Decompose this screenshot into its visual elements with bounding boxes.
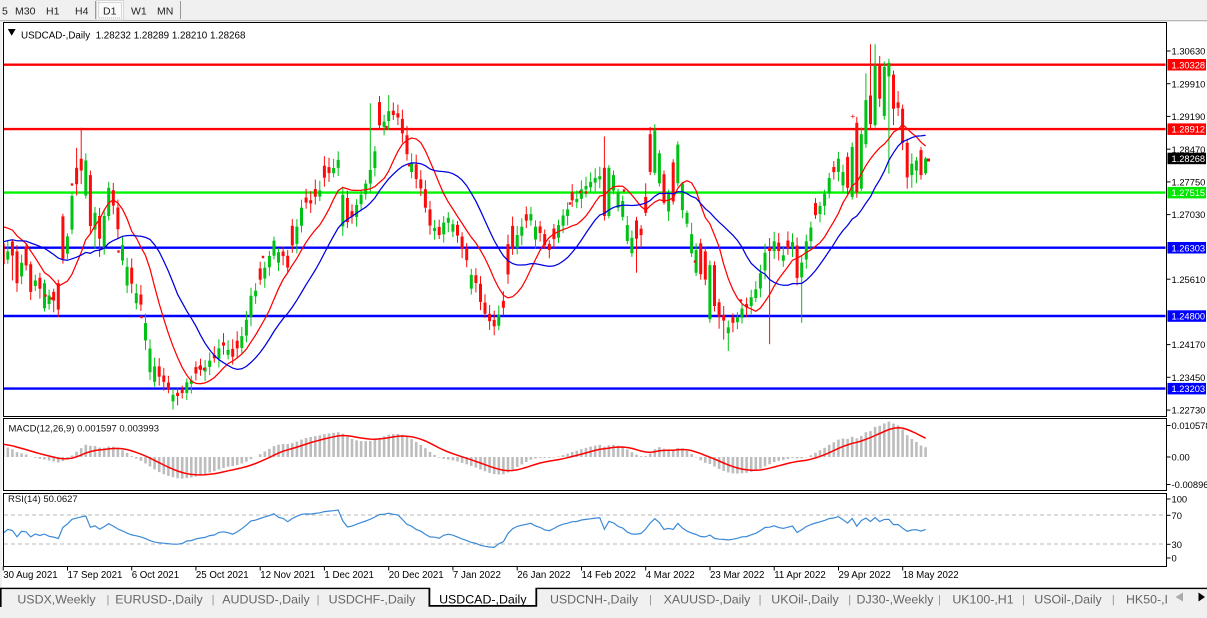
- svg-text:M30: M30: [15, 6, 36, 18]
- svg-text:5: 5: [2, 6, 8, 18]
- svg-text:W1: W1: [131, 6, 147, 18]
- svg-text:70: 70: [1172, 510, 1182, 521]
- svg-text:|: |: [848, 594, 851, 606]
- svg-text:1 Dec 2021: 1 Dec 2021: [324, 570, 374, 581]
- svg-text:|: |: [1022, 594, 1025, 606]
- svg-text:AUDUSD-,Daily: AUDUSD-,Daily: [222, 593, 310, 607]
- svg-text:1.22730: 1.22730: [1172, 405, 1206, 416]
- svg-text:|: |: [317, 594, 320, 606]
- svg-text:UK100-,H1: UK100-,H1: [952, 593, 1013, 607]
- svg-text:RSI(14) 50.0627: RSI(14) 50.0627: [8, 494, 78, 505]
- svg-text:USDCHF-,Daily: USDCHF-,Daily: [329, 593, 417, 607]
- svg-text:0.010578: 0.010578: [1172, 420, 1207, 431]
- svg-text:DJ30-,Weekly: DJ30-,Weekly: [857, 593, 935, 607]
- svg-text:|: |: [1112, 594, 1115, 606]
- svg-text:1.27030: 1.27030: [1172, 209, 1206, 220]
- svg-text:D1: D1: [103, 6, 117, 18]
- svg-text:0: 0: [1172, 553, 1177, 564]
- svg-text:100: 100: [1172, 494, 1188, 505]
- svg-text:USDX,Weekly: USDX,Weekly: [17, 593, 96, 607]
- svg-text:H4: H4: [75, 6, 89, 18]
- svg-text:H1: H1: [46, 6, 60, 18]
- svg-text:USDCAD-,Daily: USDCAD-,Daily: [439, 593, 527, 607]
- svg-text:14 Feb 2022: 14 Feb 2022: [582, 570, 636, 581]
- svg-text:+: +: [851, 112, 856, 121]
- svg-text:1.25610: 1.25610: [1172, 274, 1206, 285]
- svg-text:|: |: [649, 594, 652, 606]
- svg-text:|: |: [759, 594, 762, 606]
- svg-text:6 Oct 2021: 6 Oct 2021: [132, 570, 179, 581]
- svg-text:1.28268: 1.28268: [1172, 154, 1206, 164]
- svg-text:1.29910: 1.29910: [1172, 78, 1206, 89]
- svg-text:1.23203: 1.23203: [1172, 384, 1206, 394]
- svg-text:1.30630: 1.30630: [1172, 46, 1206, 57]
- svg-text:4 Mar 2022: 4 Mar 2022: [646, 570, 695, 581]
- svg-text:|: |: [938, 594, 941, 606]
- svg-text:XAUUSD-,Daily: XAUUSD-,Daily: [664, 593, 752, 607]
- svg-text:1.30328: 1.30328: [1172, 60, 1206, 70]
- svg-text:0.00: 0.00: [1172, 452, 1190, 463]
- svg-text:UKOil-,Daily: UKOil-,Daily: [771, 593, 839, 607]
- svg-text:EURUSD-,Daily: EURUSD-,Daily: [115, 593, 203, 607]
- svg-text:23 Mar 2022: 23 Mar 2022: [710, 570, 764, 581]
- svg-text:1.26303: 1.26303: [1172, 243, 1206, 253]
- svg-text:1.23450: 1.23450: [1172, 372, 1206, 383]
- svg-text:1.24170: 1.24170: [1172, 339, 1206, 350]
- svg-text:-0.00896: -0.00896: [1172, 479, 1207, 490]
- svg-text:MN: MN: [157, 6, 173, 18]
- svg-text:26 Jan 2022: 26 Jan 2022: [517, 570, 570, 581]
- svg-text:1.24800: 1.24800: [1172, 312, 1206, 322]
- svg-text:12 Nov 2021: 12 Nov 2021: [260, 570, 315, 581]
- svg-text:7 Jan 2022: 7 Jan 2022: [453, 570, 501, 581]
- svg-text:|: |: [106, 594, 109, 606]
- svg-text:25 Oct 2021: 25 Oct 2021: [196, 570, 249, 581]
- svg-text:USDCAD-,Daily 1.28232 1.28289: USDCAD-,Daily 1.28232 1.28289 1.28210 1.…: [21, 31, 246, 42]
- svg-text:1.29190: 1.29190: [1172, 111, 1206, 122]
- svg-text:30 Aug 2021: 30 Aug 2021: [3, 570, 57, 581]
- svg-text:USDCNH-,Daily: USDCNH-,Daily: [550, 593, 639, 607]
- svg-text:HK50-,I: HK50-,I: [1126, 593, 1168, 607]
- svg-text:11 Apr 2022: 11 Apr 2022: [774, 570, 826, 581]
- svg-text:1.27515: 1.27515: [1172, 188, 1206, 198]
- svg-text:30: 30: [1172, 539, 1182, 550]
- svg-text:MACD(12,26,9) 0.001597 0.00399: MACD(12,26,9) 0.001597 0.003993: [9, 424, 160, 435]
- svg-text:17 Sep 2021: 17 Sep 2021: [68, 570, 123, 581]
- svg-text:20 Dec 2021: 20 Dec 2021: [389, 570, 444, 581]
- svg-text:|: |: [212, 594, 215, 606]
- svg-text:USOil-,Daily: USOil-,Daily: [1034, 593, 1102, 607]
- svg-text:18 May 2022: 18 May 2022: [903, 570, 959, 581]
- svg-text:1.28912: 1.28912: [1172, 125, 1206, 135]
- svg-text:1.27750: 1.27750: [1172, 177, 1206, 188]
- svg-text:29 Apr 2022: 29 Apr 2022: [839, 570, 891, 581]
